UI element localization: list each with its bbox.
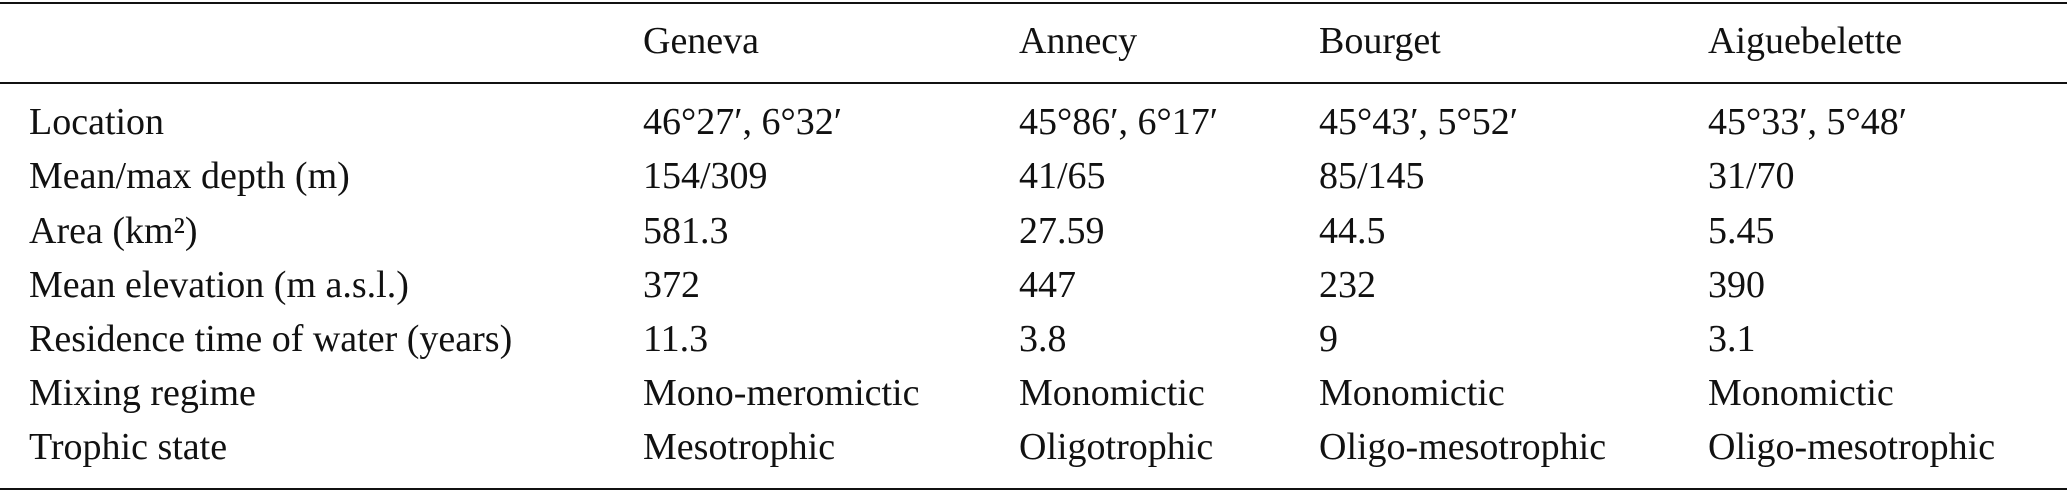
row-label: Location	[29, 101, 165, 143]
table-cell: Monomictic	[1019, 372, 1205, 414]
table-cell: 372	[643, 264, 700, 306]
table-cell: 3.8	[1019, 318, 1067, 360]
table-cell: Mesotrophic	[643, 426, 836, 468]
row-label: Mean elevation (m a.s.l.)	[29, 264, 409, 306]
table-cell: 45°43′, 5°52′	[1319, 101, 1519, 143]
table-cell: 31/70	[1708, 155, 1795, 197]
table-cell: 5.45	[1708, 210, 1775, 252]
table-cell: 447	[1019, 264, 1076, 306]
table-cell: Oligo-mesotrophic	[1319, 426, 1607, 468]
header-rule	[0, 82, 2067, 84]
column-header: Geneva	[643, 20, 760, 62]
table-cell: 46°27′, 6°32′	[643, 101, 843, 143]
row-label: Mean/max depth (m)	[29, 155, 350, 197]
table-cell: 45°33′, 5°48′	[1708, 101, 1908, 143]
table-cell: 154/309	[643, 155, 768, 197]
table-cell: 390	[1708, 264, 1765, 306]
table-cell: Monomictic	[1708, 372, 1894, 414]
column-header: Annecy	[1019, 20, 1138, 62]
bottom-rule	[0, 488, 2067, 490]
table-cell: 9	[1319, 318, 1338, 360]
table-cell: Mono-meromictic	[643, 372, 920, 414]
table-cell: 44.5	[1319, 210, 1386, 252]
column-header: Bourget	[1319, 20, 1441, 62]
table-cell: Monomictic	[1319, 372, 1505, 414]
table-cell: 45°86′, 6°17′	[1019, 101, 1219, 143]
table-cell: 11.3	[643, 318, 709, 360]
table-cell: 581.3	[643, 210, 729, 252]
top-rule	[0, 2, 2067, 4]
table-cell: 27.59	[1019, 210, 1105, 252]
table-cell: Oligotrophic	[1019, 426, 1214, 468]
column-header: Aiguebelette	[1708, 20, 1903, 62]
table-cell: Oligo-mesotrophic	[1708, 426, 1996, 468]
row-label: Residence time of water (years)	[29, 318, 513, 360]
table-cell: 41/65	[1019, 155, 1106, 197]
table-cell: 3.1	[1708, 318, 1756, 360]
table-cell: 85/145	[1319, 155, 1425, 197]
row-label: Area (km²)	[29, 210, 198, 252]
row-label: Trophic state	[29, 426, 228, 468]
row-label: Mixing regime	[29, 372, 256, 414]
table-cell: 232	[1319, 264, 1376, 306]
